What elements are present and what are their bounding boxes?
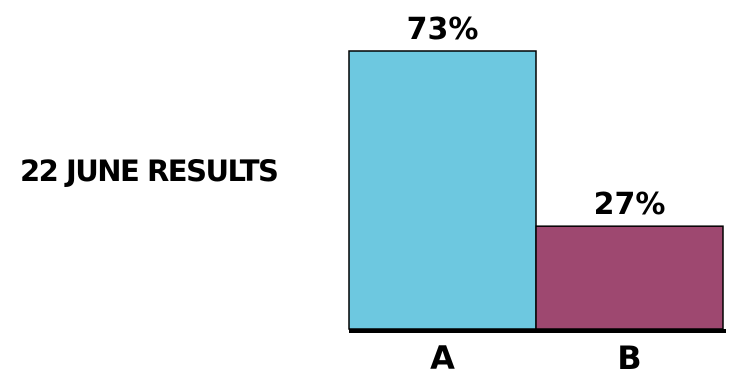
labels-group: 73% A 27% B xyxy=(407,12,666,376)
bars-group xyxy=(348,50,724,330)
page-title: 22 JUNE RESULTS xyxy=(20,154,279,188)
data-label-a: 73% xyxy=(407,12,479,47)
data-label-b: 27% xyxy=(594,187,666,222)
category-label-a: A xyxy=(430,339,455,376)
bar-b xyxy=(535,225,724,330)
bar-a xyxy=(348,50,537,330)
category-label-b: B xyxy=(617,339,641,376)
